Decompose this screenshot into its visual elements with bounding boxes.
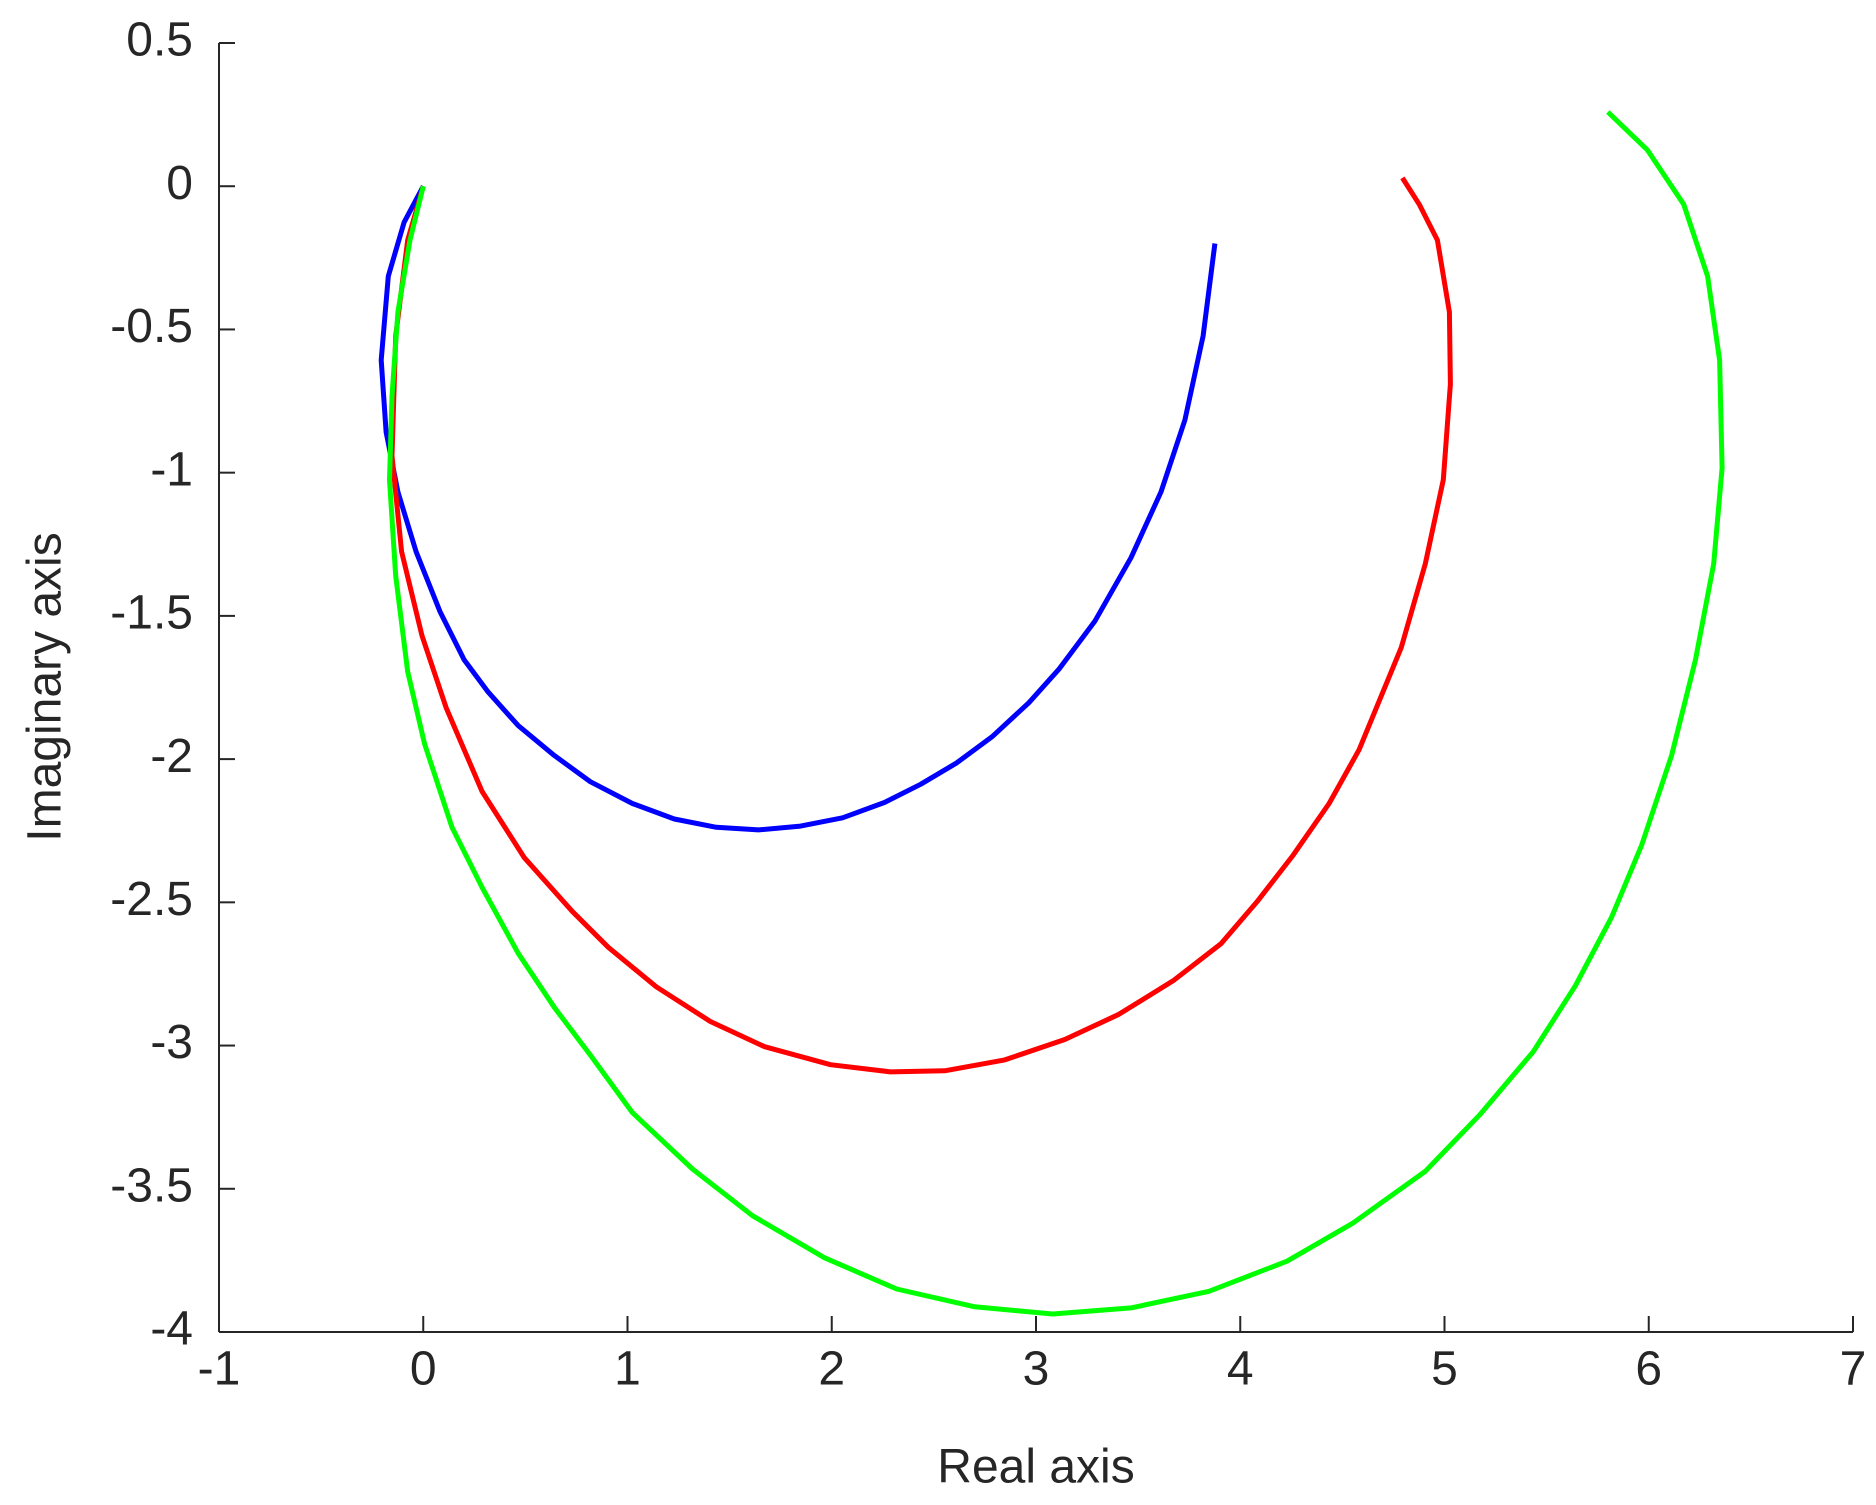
- curve: [389, 176, 1453, 1075]
- curve: [387, 110, 1725, 1317]
- y-tick-label: -2: [150, 730, 193, 783]
- y-tick-label: -3.5: [110, 1159, 193, 1212]
- x-tick-label: 3: [1023, 1343, 1050, 1396]
- x-tick-label: 1: [614, 1343, 641, 1396]
- y-tick-label: 0.5: [126, 14, 193, 67]
- x-tick-label: 4: [1227, 1343, 1254, 1396]
- x-axis-label: Real axis: [937, 1441, 1134, 1494]
- y-tick-label: -3: [150, 1016, 193, 1069]
- x-tick-label: 6: [1635, 1343, 1662, 1396]
- x-tick-label: 5: [1431, 1343, 1458, 1396]
- y-tick-label: -2.5: [110, 873, 193, 926]
- y-tick-label: -0.5: [110, 300, 193, 353]
- y-tick-label: -1: [150, 443, 193, 496]
- x-tick-label: 7: [1840, 1343, 1867, 1396]
- y-axis-label: Imaginary axis: [19, 532, 72, 841]
- x-tick-label: 2: [818, 1343, 845, 1396]
- x-tick-label: -1: [198, 1343, 241, 1396]
- x-tick-label: 0: [410, 1343, 437, 1396]
- curve: [378, 185, 1218, 833]
- y-tick-label: -4: [150, 1303, 193, 1356]
- y-tick-label: -1.5: [110, 587, 193, 640]
- y-tick-label: 0: [166, 157, 193, 210]
